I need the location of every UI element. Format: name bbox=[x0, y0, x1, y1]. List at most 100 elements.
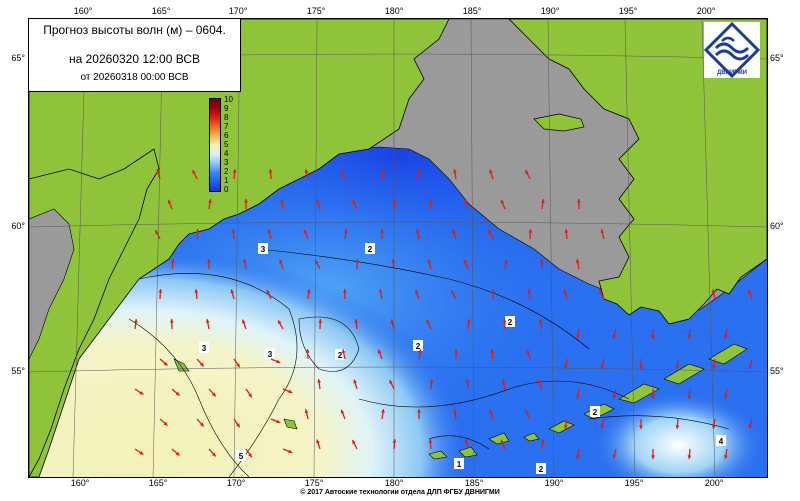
wave-arrow-head bbox=[391, 259, 396, 263]
wave-arrow-head bbox=[711, 425, 716, 429]
wave-arrow-head bbox=[537, 379, 542, 384]
wave-arrow-head bbox=[156, 169, 160, 174]
st-lawrence-island bbox=[533, 113, 585, 132]
wave-arrow-head bbox=[342, 289, 347, 293]
colorbar-label: 10 bbox=[224, 95, 233, 104]
wave-arrow-head bbox=[315, 260, 319, 265]
wave-map: 3 2 3 2 2 2 2 3 4 1 2 5 bbox=[28, 18, 768, 478]
contour-label: 2 bbox=[539, 465, 544, 474]
wave-arrow-head bbox=[352, 200, 356, 205]
wave-arrow-head bbox=[211, 452, 216, 457]
wave-arrow-head bbox=[489, 409, 493, 414]
wave-arrow-head bbox=[748, 424, 753, 429]
wave-arrow-head bbox=[600, 424, 605, 429]
wave-arrow-head bbox=[266, 289, 271, 294]
wave-arrow-head bbox=[163, 421, 168, 426]
wave-arrow-head bbox=[723, 335, 728, 339]
wave-arrow-head bbox=[500, 199, 505, 204]
wave-arrow-head bbox=[747, 289, 752, 294]
wave-arrow-head bbox=[426, 319, 430, 324]
wave-arrow-head bbox=[303, 229, 308, 234]
wave-arrow-head bbox=[318, 319, 323, 323]
wave-arrow-head bbox=[211, 392, 216, 397]
wave-arrow-head bbox=[723, 455, 728, 459]
wave-arrow-head bbox=[206, 259, 211, 263]
wave-arrow-head bbox=[304, 409, 309, 414]
wave-arrow-head bbox=[316, 439, 320, 444]
wave-arrow-head bbox=[175, 451, 180, 456]
wave-arrow-head bbox=[139, 391, 144, 395]
wave-arrow-head bbox=[651, 455, 655, 459]
wave-arrow-head bbox=[639, 365, 643, 369]
longitude-tick-label: 185° bbox=[462, 6, 482, 16]
wave-arrow-head bbox=[340, 169, 345, 174]
longitude-tick-label: 160° bbox=[70, 478, 90, 488]
wave-arrow-head bbox=[379, 229, 384, 233]
wave-arrow-head bbox=[454, 349, 459, 353]
wave-arrow-head bbox=[306, 289, 311, 293]
wave-arrow-head bbox=[378, 289, 383, 293]
wave-arrow-head bbox=[414, 289, 419, 294]
contour-label: 2 bbox=[508, 318, 513, 327]
map-canvas: 3 2 3 2 2 2 2 3 4 1 2 5 bbox=[29, 19, 767, 477]
wave-arrow-head bbox=[248, 393, 252, 398]
contour-label: 2 bbox=[368, 245, 373, 254]
wave-arrow-head bbox=[278, 320, 282, 325]
wave-arrow-head bbox=[353, 379, 357, 384]
wave-arrow-head bbox=[427, 259, 432, 264]
wave-arrow-head bbox=[563, 289, 568, 294]
wave-arrow-head bbox=[576, 199, 581, 203]
chukotka-land bbox=[29, 19, 450, 477]
wave-arrow-head bbox=[687, 335, 692, 339]
wave-arrow-head bbox=[316, 199, 320, 204]
wave-arrow-head bbox=[651, 335, 655, 339]
wave-direction-arrows bbox=[133, 168, 753, 460]
longitude-tick-label: 175° bbox=[306, 6, 326, 16]
wave-arrow-head bbox=[429, 379, 434, 383]
dvnigmi-logo: ДВНИГМИ bbox=[703, 21, 761, 79]
wave-arrow-head bbox=[317, 379, 321, 383]
forecast-issue-time: от 20260318 00:00 ВСВ bbox=[80, 72, 189, 83]
wave-arrow-head bbox=[418, 349, 423, 353]
wave-arrow-head bbox=[527, 289, 532, 293]
logo-text: ДВНИГМИ bbox=[717, 70, 747, 76]
wave-arrow-head bbox=[205, 319, 210, 323]
wave-arrow-head bbox=[279, 259, 283, 264]
wave-arrow-head bbox=[748, 364, 753, 369]
wave-arrow-head bbox=[392, 199, 397, 203]
wave-arrow-head bbox=[280, 199, 284, 203]
latitude-tick-label: 55° bbox=[770, 366, 784, 376]
colorbar-label: 9 bbox=[224, 104, 229, 113]
wave-arrow-head bbox=[236, 363, 240, 368]
contour-label-group: 3 2 3 2 2 2 2 3 4 1 2 5 bbox=[199, 243, 726, 474]
colorbar-label: 4 bbox=[224, 149, 229, 158]
wave-arrow-head bbox=[575, 455, 580, 459]
contour-label: 3 bbox=[261, 245, 266, 254]
contour-label: 2 bbox=[416, 342, 421, 351]
wave-arrow-head bbox=[575, 335, 580, 339]
forecast-title: Прогноз высоты волн (м) – 0604. bbox=[43, 23, 226, 37]
wave-arrow-head bbox=[541, 439, 545, 443]
wave-arrow-head bbox=[464, 199, 469, 204]
wave-arrow-head bbox=[139, 451, 144, 455]
wave-arrow-head bbox=[541, 199, 545, 203]
wave-arrow-head bbox=[352, 440, 356, 445]
longitude-tick-label: 195° bbox=[618, 6, 638, 16]
latitude-tick-label: 65° bbox=[11, 53, 25, 63]
wave-arrow-head bbox=[417, 169, 421, 173]
colorbar-label: 7 bbox=[224, 122, 229, 131]
wave-arrow-head bbox=[466, 319, 471, 323]
wave-arrow-head bbox=[199, 362, 204, 367]
wave-arrow-head bbox=[488, 230, 492, 235]
colorbar-label: 8 bbox=[224, 113, 229, 122]
wave-arrow-head bbox=[428, 199, 433, 203]
wave-arrow-head bbox=[232, 169, 237, 173]
longitude-tick-label: 180° bbox=[384, 478, 404, 488]
wave-arrow-head bbox=[723, 395, 728, 399]
wave-arrow-head bbox=[155, 230, 159, 235]
latitude-tick-label: 60° bbox=[11, 221, 25, 231]
wave-arrow-head bbox=[453, 409, 457, 413]
wave-arrow-head bbox=[392, 439, 397, 443]
wave-arrow-head bbox=[341, 349, 346, 354]
wave-arrow-head bbox=[231, 229, 236, 233]
